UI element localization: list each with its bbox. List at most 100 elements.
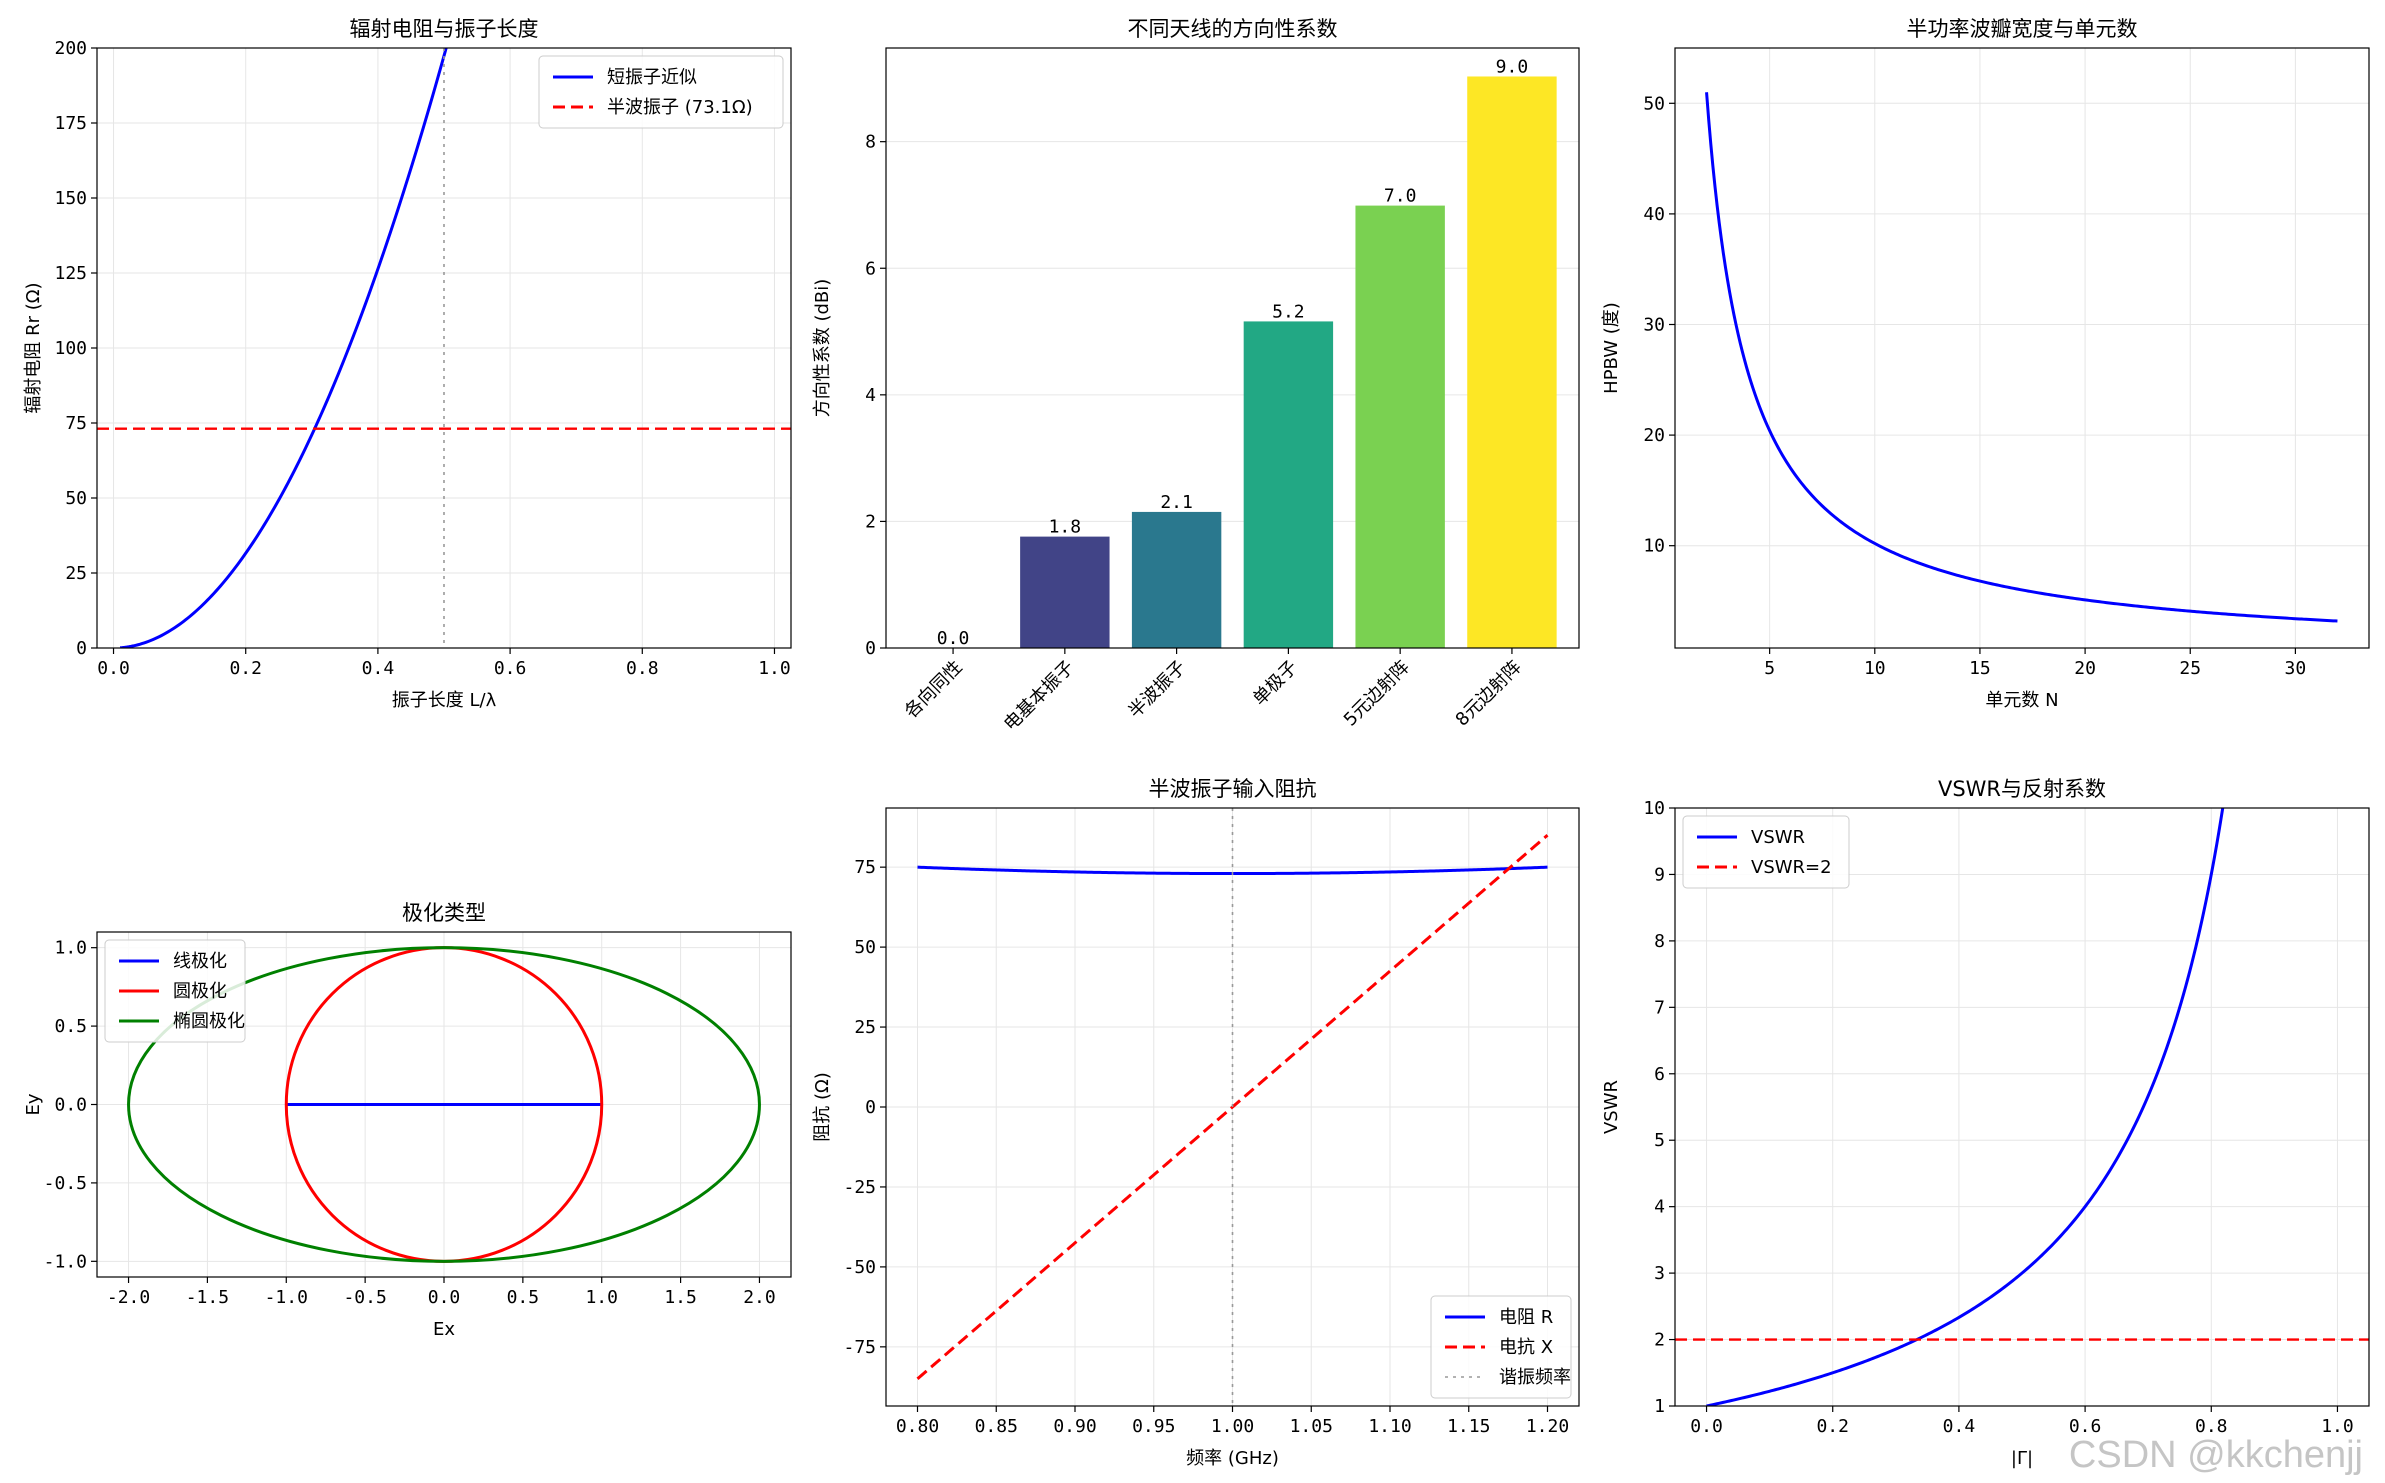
chart-title: 辐射电阻与振子长度	[350, 17, 539, 41]
axes-frame	[885, 47, 1580, 649]
legend-box	[104, 939, 246, 1043]
x-tick-label: 2.0	[743, 1287, 776, 1308]
y-tick-label: 8	[865, 132, 876, 153]
y-tick-label: 6	[1654, 1064, 1665, 1085]
y-tick-label: 100	[54, 338, 87, 359]
chart-title: 半波振子输入阻抗	[1149, 777, 1317, 801]
legend: 电阻 R 电抗 X 谐振频率	[1430, 1295, 1572, 1399]
plot-area	[1705, 92, 2338, 623]
x-axis-label: Ex	[433, 1319, 455, 1340]
x-tick-label: 0.0	[97, 658, 130, 679]
x-tick-label: 电基本振子	[1000, 657, 1078, 735]
plot-area	[1675, 808, 2369, 1406]
y-tick-label: 10	[1643, 798, 1665, 819]
plot-area	[916, 808, 1549, 1406]
x-tick-label: 1.15	[1447, 1416, 1490, 1437]
series-line	[1706, 808, 2225, 1406]
y-tick-label: 1.0	[54, 938, 87, 959]
y-tick-label: 20	[1643, 425, 1665, 446]
legend-label: 电阻 R	[1499, 1307, 1553, 1328]
x-tick-label: -1.5	[186, 1287, 229, 1308]
x-tick-label: 1.5	[664, 1287, 697, 1308]
y-tick-label: 0	[865, 1097, 876, 1118]
y-tick-label: 0	[865, 638, 876, 659]
legend-label: 谐振频率	[1499, 1367, 1571, 1388]
series-ellipse	[127, 946, 761, 1263]
x-tick-label: -1.0	[265, 1287, 308, 1308]
axes-frame	[1674, 47, 2370, 649]
chart-p4: -2.0 -1.5 -1.0 -0.5 0.0 0.5 1.0 1.5 2.0 -1.0 -0.5 0…	[23, 901, 792, 1340]
bar	[1020, 536, 1110, 648]
x-tick-label: 10	[1864, 658, 1886, 679]
x-tick-label: 0.2	[229, 658, 262, 679]
x-tick-label: 0.5	[507, 1287, 540, 1308]
y-tick-label: 9	[1654, 864, 1665, 885]
y-tick-label: -75	[843, 1337, 876, 1358]
y-tick-label: 5	[1654, 1130, 1665, 1151]
x-tick-label: 1.0	[758, 658, 791, 679]
y-tick-label: 200	[54, 38, 87, 59]
x-axis-label: |Γ|	[2011, 1448, 2033, 1469]
bar-data-label: 7.0	[1384, 186, 1417, 207]
y-tick-label: 3	[1654, 1263, 1665, 1284]
y-tick-label: -50	[843, 1257, 876, 1278]
y-axis-label: VSWR	[1601, 1080, 1622, 1134]
x-tick-label: 0.85	[975, 1416, 1018, 1437]
x-tick-label: 15	[1969, 658, 1991, 679]
x-tick-label: 1.0	[585, 1287, 618, 1308]
y-tick-label: 125	[54, 263, 87, 284]
x-tick-label: 1.10	[1368, 1416, 1411, 1437]
y-tick-label: 0	[76, 638, 87, 659]
x-tick-label: -2.0	[107, 1287, 150, 1308]
y-axis-label: HPBW (度)	[1601, 302, 1622, 394]
y-tick-label: 75	[65, 413, 87, 434]
y-tick-label: -25	[843, 1177, 876, 1198]
x-tick-label: 5	[1764, 658, 1775, 679]
bar	[1467, 76, 1557, 648]
y-tick-label: 0.0	[54, 1095, 87, 1116]
y-tick-label: 10	[1643, 536, 1665, 557]
x-tick-label: 8元边射阵	[1452, 657, 1526, 731]
x-axis-label: 单元数 N	[1985, 690, 2058, 711]
x-tick-label: 0.95	[1132, 1416, 1175, 1437]
x-tick-label: 0.90	[1053, 1416, 1096, 1437]
y-tick-label: 0.5	[54, 1016, 87, 1037]
legend-label: 线极化	[173, 951, 227, 972]
legend: VSWR VSWR=2	[1682, 815, 1850, 889]
legend-label: 半波振子 (73.1Ω)	[607, 97, 753, 118]
x-tick-label: 0.0	[1690, 1416, 1723, 1437]
plot-area	[97, 48, 791, 648]
legend-box	[1430, 1295, 1572, 1399]
y-tick-label: 175	[54, 113, 87, 134]
chart-title: 半功率波瓣宽度与单元数	[1907, 17, 2138, 41]
legend-label: 圆极化	[173, 981, 227, 1002]
x-tick-label: 半波振子	[1124, 657, 1190, 723]
x-tick-label: 30	[2285, 658, 2307, 679]
chart-title: 不同天线的方向性系数	[1128, 17, 1338, 41]
x-tick-label: 0.80	[896, 1416, 939, 1437]
bar	[1243, 321, 1334, 648]
legend-label: VSWR	[1751, 827, 1805, 848]
x-tick-label: 0.8	[2195, 1416, 2228, 1437]
x-tick-label: 25	[2179, 658, 2201, 679]
bar-data-label: 5.2	[1272, 301, 1305, 322]
y-axis-label: 阻抗 (Ω)	[812, 1072, 833, 1142]
y-tick-label: 2	[865, 511, 876, 532]
chart-title: 极化类型	[402, 901, 486, 925]
legend-label: VSWR=2	[1751, 857, 1832, 878]
legend-label: 短振子近似	[607, 67, 697, 88]
series-line	[1705, 92, 2338, 623]
bar	[1131, 511, 1222, 648]
legend-box	[538, 55, 784, 129]
x-tick-label: -0.5	[343, 1287, 386, 1308]
x-tick-label: 20	[2074, 658, 2096, 679]
y-tick-label: 50	[854, 937, 876, 958]
y-tick-label: 6	[865, 258, 876, 279]
x-tick-label: 0.4	[362, 658, 395, 679]
axes-frame	[1674, 807, 2370, 1407]
legend-label: 电抗 X	[1499, 1337, 1553, 1358]
y-tick-label: 150	[54, 188, 87, 209]
legend-box	[1682, 815, 1850, 889]
